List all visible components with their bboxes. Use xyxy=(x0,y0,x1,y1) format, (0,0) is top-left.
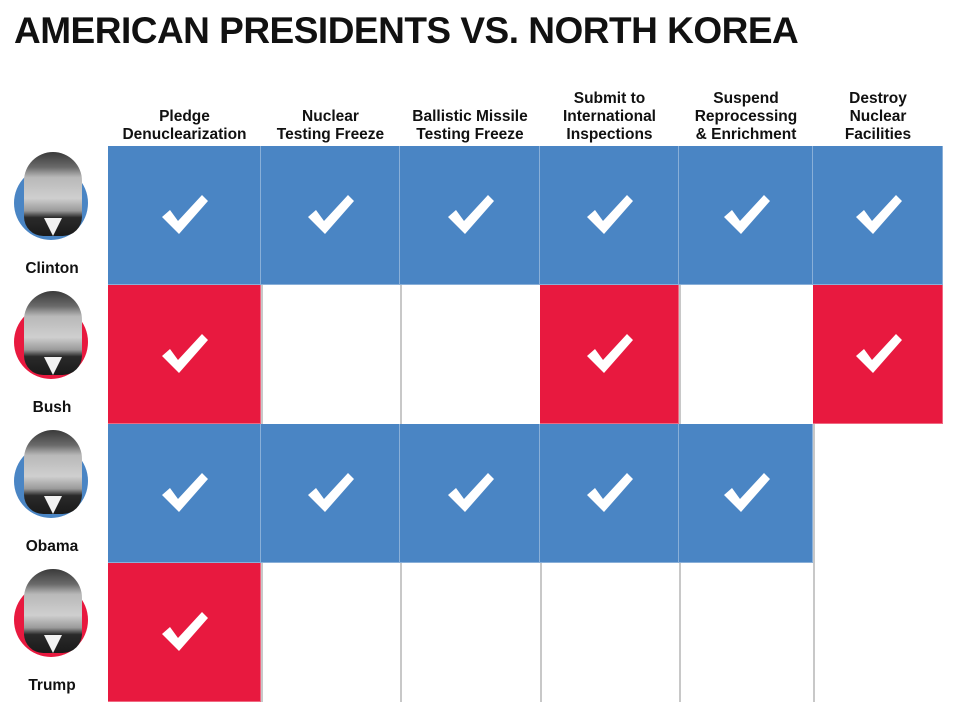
clinton-portrait-icon xyxy=(14,152,90,240)
checkmark-icon xyxy=(308,473,354,512)
bush-portrait-icon xyxy=(14,291,90,379)
cell-checked xyxy=(813,146,943,285)
checkmark-icon xyxy=(855,334,902,373)
column-header: Destroy Nuclear Facilities xyxy=(844,90,912,143)
cell-empty xyxy=(813,563,943,702)
cell-empty xyxy=(540,563,679,702)
checkmark-icon xyxy=(587,195,633,234)
checkmark-icon xyxy=(447,195,494,234)
president-name: Clinton xyxy=(25,260,79,277)
checkmark-icon xyxy=(162,195,208,234)
chart-title: AMERICAN PRESIDENTS VS. NORTH KOREA xyxy=(14,10,799,51)
cell-checked xyxy=(679,146,813,285)
cell-empty xyxy=(679,563,813,702)
checkmark-icon xyxy=(162,473,208,512)
checkmark-icon xyxy=(162,612,208,651)
column-header: Submit to International Inspections xyxy=(562,90,656,143)
obama-portrait-icon xyxy=(14,430,90,518)
comparison-grid xyxy=(108,146,943,702)
cell-checked xyxy=(108,424,261,563)
column-header: Suspend Reprocessing & Enrichment xyxy=(694,90,798,143)
cell-checked xyxy=(540,146,679,285)
cell-empty xyxy=(400,285,540,424)
column-header: Nuclear Testing Freeze xyxy=(276,108,385,143)
cell-checked xyxy=(108,285,261,424)
checkmark-icon xyxy=(855,195,902,234)
cell-empty xyxy=(261,285,400,424)
cell-empty xyxy=(679,285,813,424)
cell-checked xyxy=(679,424,813,563)
trump-portrait-icon xyxy=(14,569,90,657)
checkmark-icon xyxy=(447,473,494,512)
cell-checked xyxy=(108,563,261,702)
president-name: Bush xyxy=(32,399,72,416)
column-header: Ballistic Missile Testing Freeze xyxy=(412,108,528,143)
checkmark-icon xyxy=(587,473,633,512)
cell-checked xyxy=(261,424,400,563)
cell-checked xyxy=(813,285,943,424)
cell-checked xyxy=(540,285,679,424)
cell-empty xyxy=(400,563,540,702)
cell-empty xyxy=(261,563,400,702)
checkmark-icon xyxy=(587,334,633,373)
cell-checked xyxy=(400,424,540,563)
cell-empty xyxy=(813,424,943,563)
checkmark-icon xyxy=(723,195,770,234)
cell-checked xyxy=(108,146,261,285)
cell-checked xyxy=(400,146,540,285)
column-header: Pledge Denuclearization xyxy=(122,108,247,143)
president-name: Obama xyxy=(25,538,79,555)
president-name: Trump xyxy=(28,677,76,694)
cell-checked xyxy=(261,146,400,285)
cell-checked xyxy=(540,424,679,563)
checkmark-icon xyxy=(162,334,208,373)
checkmark-icon xyxy=(308,195,354,234)
checkmark-icon xyxy=(723,473,770,512)
